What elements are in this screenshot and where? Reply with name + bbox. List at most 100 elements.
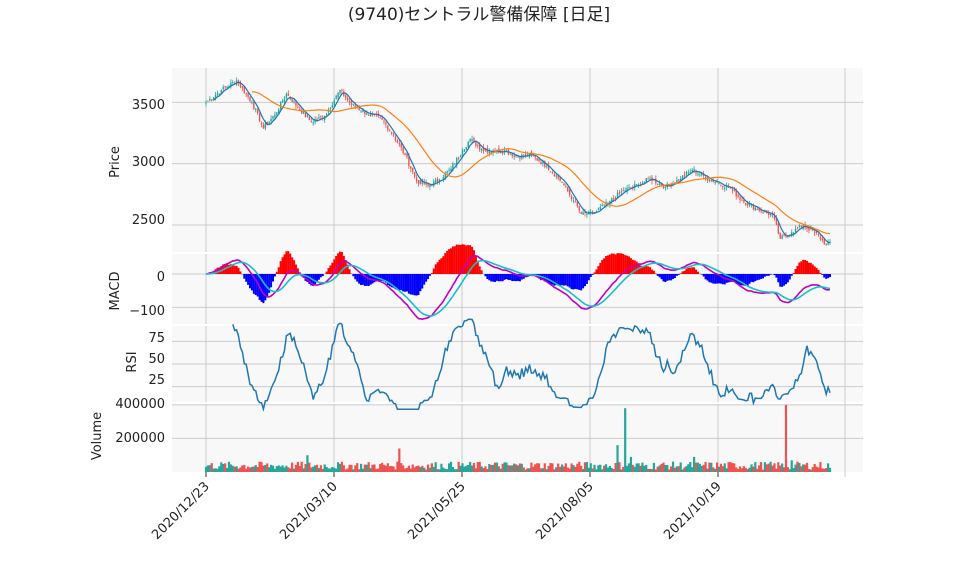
volume-bar (304, 464, 306, 472)
candle-body (770, 214, 771, 216)
macd-histogram-bar (775, 274, 777, 278)
macd-histogram-bar (354, 274, 356, 279)
volume-bar (496, 463, 498, 472)
volume-bar (370, 468, 372, 472)
macd-histogram-bar (573, 274, 575, 289)
candle-body (288, 94, 289, 96)
volume-bar (588, 468, 590, 472)
candle-body (722, 186, 723, 187)
candle-body (818, 234, 819, 235)
volume-bar (283, 468, 285, 472)
volume-bar (682, 469, 684, 472)
volume-bar (511, 465, 513, 472)
volume-bar (295, 465, 297, 472)
volume-bar (322, 469, 324, 472)
candle-body (732, 190, 733, 191)
macd-histogram-bar (827, 274, 829, 278)
macd-histogram-bar (777, 274, 779, 282)
candle-body (806, 228, 807, 229)
volume-bar (542, 468, 544, 472)
candle-body (678, 179, 679, 181)
macd-histogram-bar (331, 263, 333, 274)
candle-body (718, 183, 719, 184)
macd-histogram-bar (473, 250, 475, 274)
macd-histogram-bar (706, 274, 708, 281)
macd-histogram-bar (400, 274, 402, 290)
volume-bar (425, 470, 427, 472)
macd-histogram-bar (588, 274, 590, 280)
volume-bar (429, 468, 431, 472)
volume-bar (392, 467, 394, 472)
macd-histogram-bar (366, 274, 368, 286)
volume-bar (637, 463, 639, 472)
macd-histogram-bar (285, 251, 287, 274)
candle-body (644, 182, 645, 183)
macd-histogram-bar (460, 245, 462, 274)
volume-bar (762, 470, 764, 472)
volume-bar (727, 462, 729, 472)
macd-histogram-bar (609, 255, 611, 274)
macd-histogram-bar (664, 274, 666, 282)
macd-histogram-bar (475, 256, 477, 274)
volume-bar (553, 469, 555, 472)
volume-bar (299, 466, 301, 472)
macd-histogram-bar (507, 274, 509, 280)
macd-histogram-bar (653, 271, 655, 274)
macd-histogram-bar (433, 268, 435, 274)
macd-histogram-bar (561, 274, 563, 285)
volume-bar (350, 465, 352, 472)
volume-bar (701, 466, 703, 472)
volume-bar (415, 466, 417, 472)
price-axis-label: Price (108, 146, 123, 178)
volume-bar (452, 467, 454, 472)
macd-histogram-bar (481, 270, 483, 274)
volume-bar (230, 464, 232, 472)
volume-bar (664, 465, 666, 472)
candle-body (720, 185, 721, 186)
macd-histogram-bar (636, 262, 638, 274)
candle-body (469, 139, 470, 141)
macd-histogram-bar (412, 274, 414, 295)
candle-body (360, 111, 361, 112)
volume-bar (555, 467, 557, 472)
candle-body (454, 164, 455, 165)
macd-histogram-bar (760, 274, 762, 279)
volume-bar (440, 464, 442, 472)
macd-histogram-bar (419, 274, 421, 291)
candle-body (334, 100, 335, 105)
candle-body (797, 227, 798, 228)
volume-bar (379, 464, 381, 472)
volume-bar (752, 467, 754, 472)
macd-histogram-bar (645, 266, 647, 274)
candle-body (379, 117, 380, 118)
volume-bar (823, 469, 825, 472)
volume-bar (450, 462, 452, 472)
volume-bar (655, 469, 657, 472)
candle-body (602, 205, 603, 206)
volume-bar (722, 466, 724, 472)
macd-histogram-bar (594, 272, 596, 274)
macd-histogram-bar (615, 254, 617, 274)
volume-bar (477, 462, 479, 472)
volume-bar (565, 463, 567, 472)
volume-bar (490, 465, 492, 472)
candle-body (347, 98, 348, 100)
volume-bar (234, 467, 236, 472)
macd-histogram-bar (655, 273, 657, 274)
macd-histogram-bar (812, 264, 814, 274)
macd-histogram-bar (496, 274, 498, 281)
volume-bar (685, 466, 687, 472)
candle-body (613, 198, 614, 199)
candle-body (820, 237, 821, 240)
chart-title: (9740)セントラル警備保障 [日足] (348, 5, 610, 25)
volume-bar (536, 463, 538, 472)
volume-bar (335, 469, 337, 472)
macd-histogram-bar (806, 261, 808, 274)
candle-body (535, 156, 536, 157)
macd-histogram-bar (605, 256, 607, 274)
volume-bar (410, 468, 412, 472)
volume-bar (301, 462, 303, 472)
macd-histogram-bar (682, 271, 684, 274)
volume-bar (218, 466, 220, 472)
